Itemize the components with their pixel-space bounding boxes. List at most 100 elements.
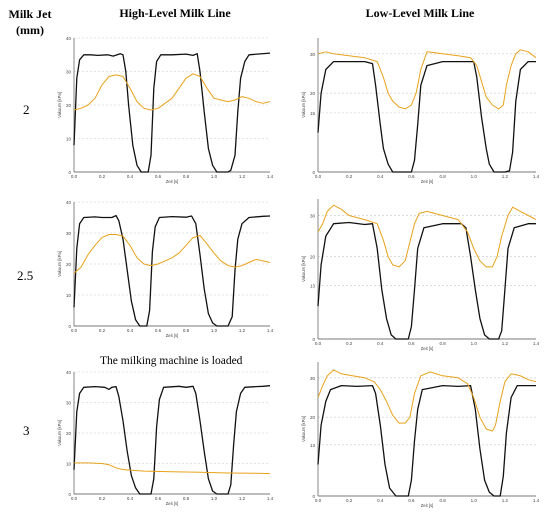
y-tick-label: 30 [66, 70, 72, 75]
series-line-orange [73, 73, 271, 111]
x-tick-label: 0.8 [183, 174, 190, 179]
row-label-2: 2 [23, 102, 30, 117]
x-tick-label: 0.6 [155, 174, 162, 179]
x-tick-label: 1.4 [533, 498, 540, 503]
y-axis-label: Vakuum [kPa] [301, 416, 306, 442]
x-tick-label: 1.4 [267, 328, 274, 333]
x-tick-label: 0.2 [346, 341, 353, 346]
x-tick-label: 0.4 [377, 174, 384, 179]
y-tick-label: 30 [66, 401, 72, 406]
y-tick-label: 13 [310, 283, 316, 288]
x-tick-label: 1.4 [533, 174, 540, 179]
y-tick-label: 30 [310, 52, 316, 57]
chart-high-2: 0 10 20 30 40 0.0 0.2 0.4 0.6 0.8 1.0 1.2 1.4 Zeit [s… [57, 36, 274, 184]
series-line-black [73, 385, 271, 495]
series-line-black [317, 60, 536, 173]
y-tick-label: 15 [310, 111, 316, 116]
x-tick-label: 1.0 [211, 328, 218, 333]
x-tick-label: 1.4 [267, 174, 274, 179]
x-tick-label: 0.8 [183, 496, 190, 501]
y-axis-label: Vakuum [kPa] [301, 92, 306, 118]
x-tick-label: 1.2 [502, 174, 509, 179]
x-tick-label: 0.4 [127, 328, 134, 333]
x-tick-label: 0.2 [99, 328, 106, 333]
x-tick-label: 0.0 [315, 174, 322, 179]
x-tick-label: 0.6 [408, 341, 415, 346]
series-line-orange [317, 369, 537, 432]
x-tick-label: 1.0 [211, 174, 218, 179]
series-line-orange [317, 204, 537, 268]
y-tick-label: 20 [66, 431, 72, 436]
y-tick-label: 20 [66, 103, 72, 108]
x-tick-label: 0.8 [439, 174, 446, 179]
chart-low-2-5: 0 13 20 30 0.0 0.2 0.4 0.6 0.8 1.0 1.2 1.4 Zeit [s] V… [301, 199, 540, 351]
milk-jet-header-line1: Milk Jet [8, 7, 52, 21]
chart-high-3: 0 10 20 30 40 0.0 0.2 0.4 0.6 0.8 1.0 1.2 1.4 Zeit [s… [57, 370, 274, 506]
x-tick-label: 1.0 [471, 341, 478, 346]
high-level-header: High-Level Milk Line [119, 6, 231, 20]
x-tick-label: 0.8 [439, 341, 446, 346]
y-tick-label: 0 [312, 494, 315, 499]
y-tick-label: 40 [66, 36, 72, 41]
x-tick-label: 0.0 [315, 498, 322, 503]
x-tick-label: 1.4 [533, 341, 540, 346]
chart-low-2: 0 15 20 30 0.0 0.2 0.4 0.6 0.8 1.0 1.2 1.4 Zeit [s] V… [301, 38, 540, 184]
x-axis-label: Zeit [s] [166, 501, 179, 506]
series-line-black [73, 52, 271, 173]
x-axis-label: Zeit [s] [421, 179, 434, 184]
y-tick-label: 30 [310, 376, 316, 381]
x-tick-label: 0.6 [155, 328, 162, 333]
row-label-3: 3 [23, 423, 30, 438]
y-tick-label: 13 [310, 443, 316, 448]
y-tick-label: 20 [310, 91, 316, 96]
loaded-note: The milking machine is loaded [100, 355, 243, 367]
y-tick-label: 0 [312, 337, 315, 342]
x-tick-label: 0.0 [315, 341, 322, 346]
y-tick-label: 40 [66, 200, 72, 205]
x-tick-label: 0.4 [127, 496, 134, 501]
x-tick-label: 0.4 [127, 174, 134, 179]
x-axis-label: Zeit [s] [166, 179, 179, 184]
x-axis-label: Zeit [s] [421, 346, 434, 351]
x-tick-label: 0.6 [408, 498, 415, 503]
y-tick-label: 30 [66, 231, 72, 236]
x-tick-label: 1.2 [502, 341, 509, 346]
x-tick-label: 1.2 [239, 328, 246, 333]
x-tick-label: 1.2 [239, 174, 246, 179]
y-axis-label: Vakuum [kPa] [57, 92, 62, 118]
milk-jet-header-line2: (mm) [16, 23, 44, 37]
series-line-orange [74, 462, 271, 475]
series-line-black [317, 384, 536, 497]
y-tick-label: 20 [310, 255, 316, 260]
x-tick-label: 1.2 [239, 496, 246, 501]
chart-low-3: 0 13 20 30 0.0 0.2 0.4 0.6 0.8 1.0 1.2 1.4 Zeit [s] V… [301, 362, 540, 508]
chart-high-2-5: 0 10 20 30 40 0.0 0.2 0.4 0.6 0.8 1.0 1.2 1.4 Zeit [s… [57, 200, 274, 338]
x-tick-label: 0.0 [71, 496, 78, 501]
series-line-black [317, 221, 536, 340]
x-tick-label: 0.4 [377, 498, 384, 503]
series-line-black [73, 214, 271, 327]
y-tick-label: 10 [66, 137, 72, 142]
y-tick-label: 0 [68, 324, 71, 329]
x-tick-label: 0.4 [377, 341, 384, 346]
x-tick-label: 0.8 [439, 498, 446, 503]
y-tick-label: 0 [68, 170, 71, 175]
y-axis-label: Vakuum [kPa] [57, 251, 62, 277]
y-tick-label: 40 [66, 370, 72, 375]
y-tick-label: 10 [66, 293, 72, 298]
series-line-orange [317, 49, 537, 110]
x-tick-label: 0.2 [99, 496, 106, 501]
x-tick-label: 0.8 [183, 328, 190, 333]
x-tick-label: 0.0 [71, 174, 78, 179]
y-tick-label: 0 [68, 492, 71, 497]
x-tick-label: 1.0 [471, 174, 478, 179]
x-tick-label: 1.0 [471, 498, 478, 503]
y-axis-label: Vakuum [kPa] [301, 256, 306, 282]
x-axis-label: Zeit [s] [421, 503, 434, 508]
y-tick-label: 20 [310, 415, 316, 420]
x-tick-label: 0.2 [346, 174, 353, 179]
milk-jet-header: Milk Jet (mm) [0, 6, 60, 38]
y-tick-label: 20 [66, 262, 72, 267]
x-tick-label: 0.2 [346, 498, 353, 503]
x-tick-label: 0.6 [408, 174, 415, 179]
